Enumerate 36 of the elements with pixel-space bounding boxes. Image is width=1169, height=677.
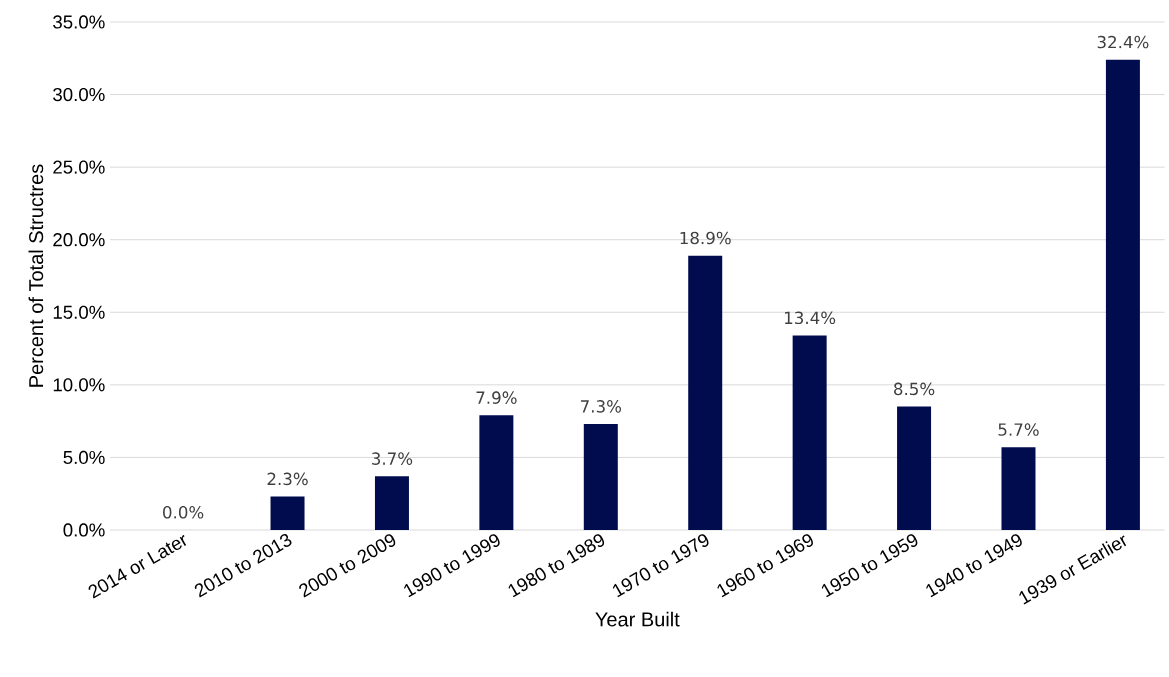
bar [1105, 59, 1140, 530]
data-label: 7.3% [580, 400, 622, 413]
data-label: 13.4% [785, 311, 836, 325]
bar [897, 406, 932, 530]
x-tick-label: 2000 to 2009 [299, 534, 396, 598]
bar [479, 415, 514, 530]
y-tick-label: 15.0% [53, 305, 105, 319]
data-label: 18.9% [680, 231, 731, 245]
data-label: 3.7% [372, 452, 413, 465]
data-label: 0.0% [163, 505, 204, 519]
data-label: 32.4% [1097, 35, 1149, 49]
x-tick-label: 1960 to 1969 [717, 534, 813, 598]
y-tick-label: 10.0% [53, 378, 105, 392]
bar [792, 335, 827, 530]
data-label: 8.5% [894, 382, 935, 396]
data-label: 7.9% [476, 391, 517, 404]
x-tick-label: 1970 to 1979 [612, 534, 709, 598]
x-axis-title: Year Built [595, 611, 680, 627]
y-tick-label: 0.0% [63, 523, 105, 537]
y-tick-label: 35.0% [53, 15, 105, 29]
y-axis-title: Percent of Total Structres [28, 164, 44, 387]
x-tick-label: 2010 to 2013 [194, 534, 292, 598]
x-tick-label: 1990 to 1999 [404, 534, 500, 598]
x-tick-label: 1980 to 1989 [508, 534, 605, 598]
data-label: 2.3% [267, 472, 308, 486]
x-tick-label: 1950 to 1959 [821, 534, 918, 598]
y-tick-label: 5.0% [63, 450, 105, 465]
bar [583, 424, 618, 530]
y-tick-label: 30.0% [53, 87, 105, 102]
bar [688, 255, 723, 530]
y-tick-label: 25.0% [53, 160, 105, 174]
bar [374, 476, 409, 530]
data-label: 5.7% [998, 423, 1039, 436]
y-tick-label: 20.0% [53, 233, 105, 247]
bar [270, 496, 305, 530]
bar [1001, 447, 1036, 530]
